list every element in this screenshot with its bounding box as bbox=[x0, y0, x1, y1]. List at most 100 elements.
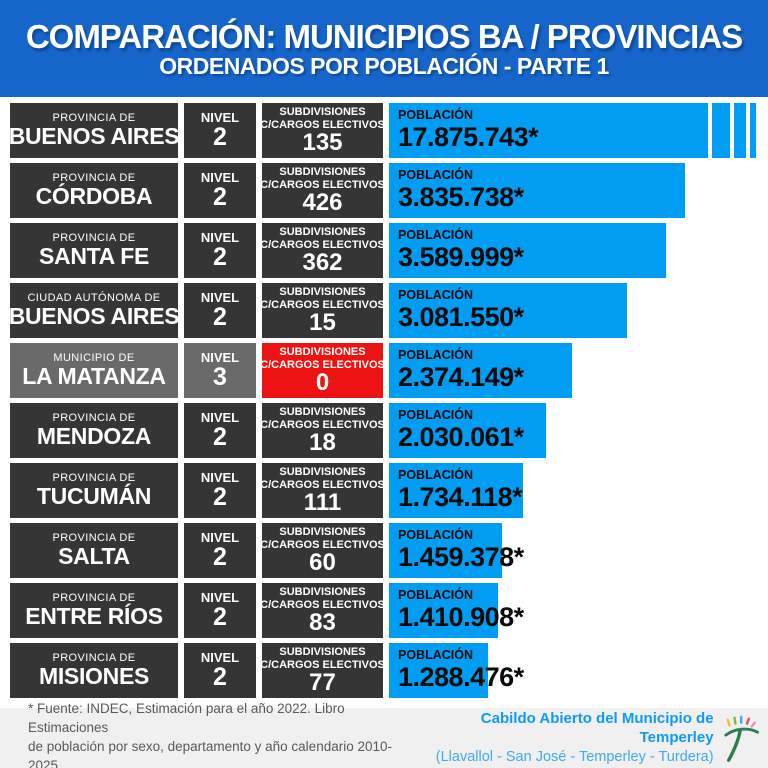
subdivisions-value: 362 bbox=[302, 249, 343, 277]
population-bar: POBLACIÓN 1.288.476* bbox=[389, 643, 524, 698]
organization-name: Cabildo Abierto del Municipio de Temperl… bbox=[480, 710, 714, 746]
table-row: PROVINCIA DE MENDOZA NIVEL 2 SUBDIVISION… bbox=[10, 403, 756, 458]
jurisdiction-name: MISIONES bbox=[38, 663, 150, 690]
table-row: PROVINCIA DE BUENOS AIRES NIVEL 2 SUBDIV… bbox=[8, 103, 756, 158]
jurisdiction-prefix: PROVINCIA DE bbox=[52, 532, 136, 545]
subdivisions-label-line1: SUBDIVISIONES bbox=[279, 285, 366, 298]
nivel-box: NIVEL 2 bbox=[184, 163, 256, 218]
population-value: 3.835.738* bbox=[398, 181, 524, 212]
page-title: COMPARACIÓN: MUNICIPIOS BA / PROVINCIAS bbox=[25, 17, 743, 55]
nivel-value: 3 bbox=[213, 363, 227, 392]
nivel-label: NIVEL bbox=[200, 229, 240, 245]
population-value: 2.374.149* bbox=[398, 361, 524, 392]
footer: * Fuente: INDEC, Estimación para el año … bbox=[0, 701, 768, 768]
population-bar: POBLACIÓN 1.459.378* bbox=[389, 523, 524, 578]
jurisdiction-name: BUENOS AIRES bbox=[8, 123, 180, 150]
jurisdiction-prefix: PROVINCIA DE bbox=[52, 112, 136, 125]
table-row: CIUDAD AUTÓNOMA DE BUENOS AIRES NIVEL 2 … bbox=[9, 283, 756, 338]
table-row: PROVINCIA DE SALTA NIVEL 2 SUBDIVISIONES… bbox=[10, 523, 756, 578]
nivel-box: NIVEL 2 bbox=[184, 103, 256, 158]
nivel-box: NIVEL 2 bbox=[184, 643, 256, 698]
population-value: 3.589.999* bbox=[398, 241, 524, 272]
subdivisions-box: SUBDIVISIONES C/CARGOS ELECTIVOS 77 bbox=[260, 643, 385, 698]
population-value: 2.030.061* bbox=[398, 421, 524, 452]
source-note: * Fuente: INDEC, Estimación para el año … bbox=[28, 700, 414, 768]
population-bar-area: POBLACIÓN 2.030.061* bbox=[389, 403, 756, 458]
jurisdiction-name-box: PROVINCIA DE TUCUMÁN bbox=[10, 463, 178, 518]
nivel-value: 2 bbox=[213, 483, 227, 512]
jurisdiction-prefix: MUNICIPIO DE bbox=[53, 352, 135, 365]
subdivisions-value: 111 bbox=[303, 489, 342, 517]
subdivisions-box: SUBDIVISIONES C/CARGOS ELECTIVOS 0 bbox=[260, 343, 385, 398]
nivel-label: NIVEL bbox=[200, 169, 240, 185]
subdivisions-label-line1: SUBDIVISIONES bbox=[279, 525, 366, 538]
population-value: 17.875.743* bbox=[398, 121, 539, 152]
jurisdiction-name: LA MATANZA bbox=[22, 363, 166, 390]
subdivisions-value: 426 bbox=[302, 189, 343, 217]
page-subtitle: ORDENADOS POR POBLACIÓN - PARTE 1 bbox=[159, 53, 609, 80]
subdivisions-value: 18 bbox=[309, 429, 336, 457]
jurisdiction-name: TUCUMÁN bbox=[36, 483, 152, 510]
population-bar: POBLACIÓN 3.081.550* bbox=[389, 283, 627, 338]
nivel-label: NIVEL bbox=[200, 589, 240, 605]
subdivisions-label-line2: C/CARGOS ELECTIVOS bbox=[260, 598, 385, 611]
source-line-2: de población por sexo, departamento y añ… bbox=[28, 739, 392, 768]
population-bar-area: POBLACIÓN 3.081.550* bbox=[389, 283, 756, 338]
subdivisions-box: SUBDIVISIONES C/CARGOS ELECTIVOS 426 bbox=[260, 163, 385, 218]
population-bar: POBLACIÓN 1.734.118* bbox=[389, 463, 523, 518]
bar-break-segment bbox=[712, 103, 730, 158]
population-bar: POBLACIÓN 2.030.061* bbox=[389, 403, 546, 458]
table-row: PROVINCIA DE SANTA FE NIVEL 2 SUBDIVISIO… bbox=[10, 223, 756, 278]
nivel-box: NIVEL 3 bbox=[184, 343, 256, 398]
population-label: POBLACIÓN bbox=[398, 648, 473, 662]
population-value: 1.734.118* bbox=[398, 481, 523, 512]
organization-localities: (Llavallol - San José - Temperley - Turd… bbox=[435, 748, 714, 765]
jurisdiction-name-box: PROVINCIA DE BUENOS AIRES bbox=[8, 103, 180, 158]
rows: PROVINCIA DE BUENOS AIRES NIVEL 2 SUBDIV… bbox=[8, 103, 756, 703]
nivel-box: NIVEL 2 bbox=[184, 583, 256, 638]
jurisdiction-prefix: PROVINCIA DE bbox=[52, 232, 136, 245]
nivel-value: 2 bbox=[213, 243, 227, 272]
bar-break-segment bbox=[734, 103, 746, 158]
table-row: PROVINCIA DE ENTRE RÍOS NIVEL 2 SUBDIVIS… bbox=[10, 583, 756, 638]
bar-break-segment bbox=[750, 103, 756, 158]
subdivisions-label-line2: C/CARGOS ELECTIVOS bbox=[260, 538, 385, 551]
subdivisions-value: 0 bbox=[315, 369, 330, 397]
nivel-label: NIVEL bbox=[200, 289, 240, 305]
subdivisions-label-line1: SUBDIVISIONES bbox=[279, 465, 366, 478]
population-label: POBLACIÓN bbox=[398, 168, 473, 182]
subdivisions-box: SUBDIVISIONES C/CARGOS ELECTIVOS 18 bbox=[260, 403, 385, 458]
subdivisions-box: SUBDIVISIONES C/CARGOS ELECTIVOS 60 bbox=[260, 523, 385, 578]
subdivisions-box: SUBDIVISIONES C/CARGOS ELECTIVOS 15 bbox=[260, 283, 385, 338]
subdivisions-box: SUBDIVISIONES C/CARGOS ELECTIVOS 111 bbox=[260, 463, 385, 518]
nivel-label: NIVEL bbox=[200, 349, 240, 365]
nivel-label: NIVEL bbox=[200, 409, 240, 425]
jurisdiction-name: SALTA bbox=[58, 543, 130, 570]
population-label: POBLACIÓN bbox=[398, 528, 473, 542]
population-label: POBLACIÓN bbox=[398, 348, 473, 362]
subdivisions-box: SUBDIVISIONES C/CARGOS ELECTIVOS 83 bbox=[260, 583, 385, 638]
nivel-box: NIVEL 2 bbox=[184, 523, 256, 578]
table-row: MUNICIPIO DE LA MATANZA NIVEL 3 SUBDIVIS… bbox=[10, 343, 756, 398]
subdivisions-value: 15 bbox=[309, 309, 336, 337]
nivel-box: NIVEL 2 bbox=[184, 463, 256, 518]
population-bar-area: POBLACIÓN 3.589.999* bbox=[389, 223, 756, 278]
nivel-value: 2 bbox=[213, 183, 227, 212]
population-label: POBLACIÓN bbox=[398, 408, 473, 422]
nivel-label: NIVEL bbox=[200, 469, 240, 485]
subdivisions-label-line2: C/CARGOS ELECTIVOS bbox=[260, 238, 385, 251]
population-bar-area: POBLACIÓN 1.459.378* bbox=[389, 523, 756, 578]
nivel-box: NIVEL 2 bbox=[184, 223, 256, 278]
subdivisions-box: SUBDIVISIONES C/CARGOS ELECTIVOS 135 bbox=[260, 103, 385, 158]
table-row: PROVINCIA DE MISIONES NIVEL 2 SUBDIVISIO… bbox=[10, 643, 756, 698]
subdivisions-box: SUBDIVISIONES C/CARGOS ELECTIVOS 362 bbox=[260, 223, 385, 278]
nivel-value: 2 bbox=[213, 543, 227, 572]
jurisdiction-name-box: CIUDAD AUTÓNOMA DE BUENOS AIRES bbox=[9, 283, 180, 338]
population-label: POBLACIÓN bbox=[398, 468, 473, 482]
population-value: 3.081.550* bbox=[398, 301, 524, 332]
jurisdiction-prefix: PROVINCIA DE bbox=[52, 592, 136, 605]
source-line-1: * Fuente: INDEC, Estimación para el año … bbox=[28, 701, 345, 736]
subdivisions-label-line2: C/CARGOS ELECTIVOS bbox=[260, 298, 385, 311]
nivel-label: NIVEL bbox=[200, 529, 240, 545]
subdivisions-label-line2: C/CARGOS ELECTIVOS bbox=[260, 358, 385, 371]
